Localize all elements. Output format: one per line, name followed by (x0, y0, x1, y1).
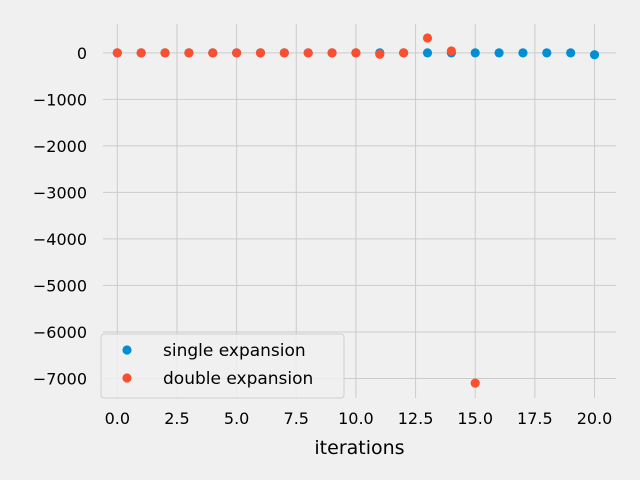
x-tick-label: 7.5 (284, 409, 309, 428)
data-point-series-0 (566, 48, 576, 58)
data-point-series-1 (112, 48, 122, 58)
data-point-series-1 (136, 48, 146, 58)
data-point-series-1 (375, 49, 385, 59)
data-point-series-1 (279, 48, 289, 58)
data-point-series-1 (470, 378, 480, 388)
data-points (112, 33, 600, 388)
data-point-series-0 (589, 50, 600, 60)
data-point-series-1 (255, 48, 266, 58)
data-point-series-1 (327, 48, 337, 58)
data-point-series-1 (399, 48, 409, 58)
y-tick-label: −5000 (33, 276, 87, 295)
x-tick-label: 20.0 (577, 409, 613, 428)
x-tick-label: 2.5 (164, 409, 189, 428)
data-point-series-1 (184, 48, 194, 58)
data-point-series-1 (303, 48, 313, 58)
data-point-series-0 (542, 48, 552, 58)
data-point-series-0 (518, 48, 528, 58)
legend-label: single expansion (163, 341, 306, 361)
tick-labels: 0.0 2.5 5.0 7.5 10.0 12.5 15.0 17.5 20.0 0 −1000 −2… (33, 44, 612, 428)
data-point-series-0 (494, 48, 504, 58)
y-tick-label: −2000 (33, 137, 87, 156)
y-tick-label: −4000 (33, 230, 87, 249)
data-point-series-1 (232, 48, 242, 58)
data-point-series-0 (422, 48, 433, 58)
data-point-series-1 (160, 48, 170, 58)
grid (103, 24, 616, 398)
legend-marker (122, 373, 132, 383)
legend-box (100, 333, 345, 399)
legend-label: double expansion (163, 369, 313, 389)
x-axis-title: iterations (314, 437, 404, 459)
x-tick-label: 15.0 (457, 409, 493, 428)
data-point-series-1 (208, 48, 218, 58)
legend: single expansion double expansion (100, 333, 345, 399)
y-tick-label: −7000 (33, 369, 87, 388)
y-tick-label: −3000 (33, 183, 87, 202)
data-point-series-1 (422, 33, 433, 43)
x-tick-label: 12.5 (398, 409, 434, 428)
x-tick-label: 17.5 (517, 409, 553, 428)
y-tick-label: −6000 (33, 323, 87, 342)
data-point-series-0 (470, 48, 480, 58)
x-tick-label: 0.0 (105, 409, 130, 428)
legend-marker (122, 345, 132, 355)
data-point-series-1 (446, 46, 456, 56)
y-tick-label: 0 (77, 44, 87, 63)
x-tick-label: 10.0 (338, 409, 374, 428)
y-tick-label: −1000 (33, 90, 87, 109)
x-tick-label: 5.0 (224, 409, 249, 428)
data-point-series-1 (351, 48, 361, 58)
